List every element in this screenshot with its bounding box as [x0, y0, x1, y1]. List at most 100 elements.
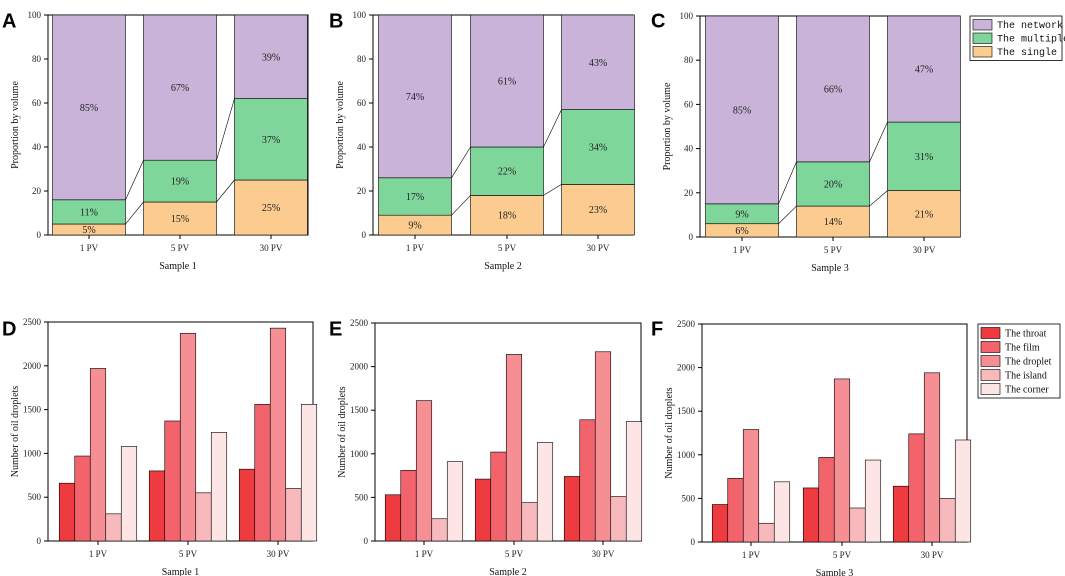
bar-corner [120, 446, 138, 542]
bar-droplet [269, 327, 287, 542]
legend-swatch-single [972, 46, 993, 58]
x-tick-label: 1 PV [742, 550, 761, 560]
legend-label: The network [997, 20, 1063, 32]
data-label: 17% [406, 192, 424, 203]
y-axis-label: Proportion by volume [10, 81, 21, 169]
bar-droplet [505, 354, 523, 542]
y-tick-label: 2000 [677, 363, 696, 373]
bar-corner [954, 439, 972, 543]
y-tick-label: 40 [32, 142, 42, 152]
bar-island [105, 513, 122, 542]
legend-label: The corner [1005, 385, 1049, 396]
x-axis-label: Sample 2 [484, 261, 522, 272]
y-tick-label: 0 [364, 536, 369, 546]
bar-segment-network [143, 14, 217, 161]
bar-droplet [415, 400, 433, 542]
connector-line [125, 201, 144, 225]
bar-island [431, 518, 448, 542]
x-tick-label: 30 PV [921, 550, 944, 560]
y-tick-label: 500 [28, 492, 42, 502]
connector-line [778, 205, 797, 224]
y-tick-label: 40 [684, 144, 694, 154]
bar-segment-network [887, 15, 961, 123]
x-tick-label: 5 PV [833, 550, 852, 560]
y-tick-label: 80 [684, 55, 694, 65]
bar-film [74, 455, 91, 542]
x-axis-label: Sample 3 [816, 568, 854, 576]
legend: The throat The film The droplet The island T… [977, 323, 1061, 399]
y-tick-label: 1500 [23, 405, 42, 415]
bar-island [285, 488, 302, 542]
bar-film [490, 451, 507, 542]
x-tick-label: 1 PV [89, 549, 108, 559]
connector-line [125, 160, 144, 200]
bar-segment-multiple [887, 121, 961, 191]
y-tick-label: 500 [682, 493, 696, 503]
y-tick-label: 60 [357, 98, 367, 108]
bar-droplet [742, 429, 760, 543]
x-tick-label: 5 PV [505, 549, 524, 559]
y-tick-label: 20 [684, 188, 694, 198]
y-tick-label: 1500 [350, 405, 369, 415]
bar-segment-multiple [52, 199, 126, 225]
legend-swatch-throat [980, 327, 1001, 339]
bar-segment-single [470, 195, 544, 236]
bar-segment-network [796, 15, 870, 163]
bar-film [579, 419, 596, 542]
x-tick-label: 1 PV [415, 549, 434, 559]
y-tick-label: 0 [691, 537, 696, 547]
panel-f: F 0 500 1000 1500 2000 2500 1 PV 5 PV 30 PV Sample… [651, 319, 1061, 576]
bar-segment-multiple [561, 109, 635, 185]
legend-swatch-droplet [980, 355, 1001, 367]
data-label: 18% [498, 211, 516, 222]
connector-line [869, 190, 888, 207]
y-axis-label: Proportion by volume [335, 81, 346, 169]
bar-segment-network [52, 14, 126, 201]
y-tick-label: 500 [355, 492, 369, 502]
bar-droplet [923, 372, 941, 543]
connector-line [869, 121, 888, 162]
bar-segment-network [470, 14, 544, 148]
data-label: 34% [589, 143, 607, 154]
bar-corner [446, 461, 464, 542]
y-tick-label: 0 [37, 536, 42, 546]
legend-label: The film [1005, 343, 1040, 354]
data-label: 21% [915, 209, 933, 220]
data-label: 85% [80, 103, 98, 114]
y-tick-label: 2500 [350, 318, 369, 328]
panel-letter: A [2, 11, 16, 33]
bar-segment-network [378, 14, 452, 179]
data-label: 22% [498, 167, 516, 178]
bar-throat [563, 476, 581, 542]
data-label: 67% [171, 83, 189, 94]
bar-droplet [179, 333, 197, 542]
x-tick-label: 5 PV [171, 243, 190, 253]
y-tick-label: 40 [357, 142, 367, 152]
bar-segment-network [705, 15, 779, 205]
bar-segment-network [561, 14, 635, 110]
bar-corner [864, 459, 882, 543]
x-tick-label: 30 PV [587, 243, 610, 253]
bar-segment-multiple [378, 177, 452, 216]
connector-line [216, 179, 235, 203]
data-label: 6% [735, 226, 748, 237]
y-tick-label: 20 [357, 186, 367, 196]
x-tick-label: 30 PV [260, 243, 283, 253]
bar-film [164, 420, 181, 542]
data-label: 37% [262, 135, 280, 146]
bar-corner [536, 442, 554, 542]
x-axis-label: Sample 1 [159, 261, 197, 272]
connector-line [451, 146, 471, 178]
y-tick-label: 1000 [23, 448, 42, 458]
data-label: 15% [171, 214, 189, 225]
x-tick-label: 1 PV [80, 243, 99, 253]
bar-segment-multiple [234, 98, 308, 181]
y-axis-label: Number of oil droplets [664, 387, 675, 478]
data-label: 11% [80, 207, 98, 218]
bar-throat [802, 487, 820, 543]
bar-film [254, 404, 271, 542]
bar-island [849, 507, 866, 543]
bar-segment-single [234, 179, 308, 236]
panel-letter: F [651, 319, 663, 341]
